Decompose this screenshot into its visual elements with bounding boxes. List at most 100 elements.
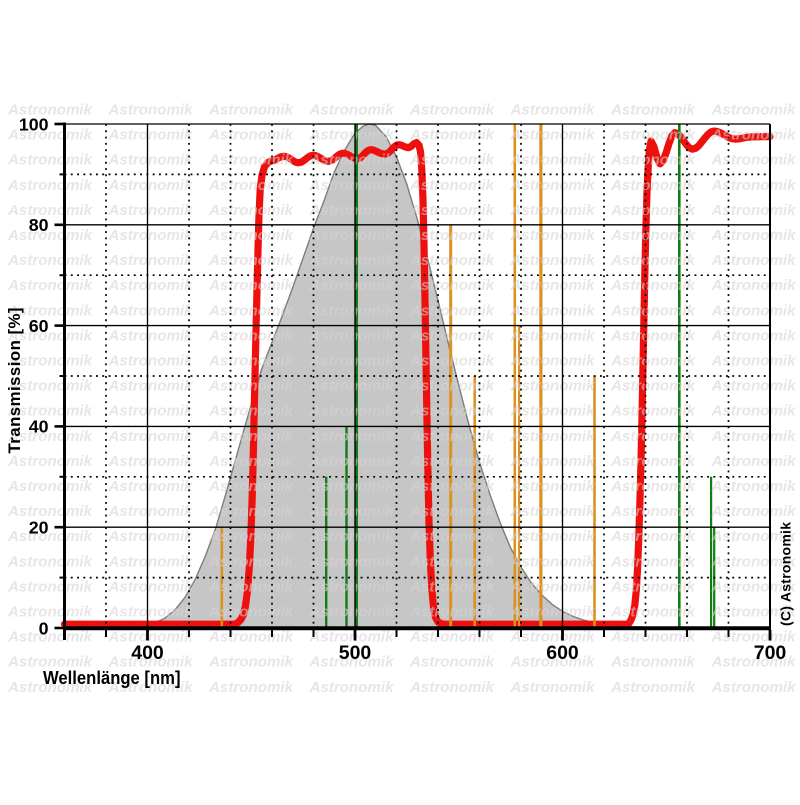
svg-text:Astronomik: Astronomik	[610, 277, 696, 294]
svg-text:Astronomik: Astronomik	[509, 127, 595, 144]
svg-text:Astronomik: Astronomik	[509, 528, 595, 545]
svg-text:Astronomik: Astronomik	[7, 152, 93, 169]
svg-text:Astronomik: Astronomik	[509, 277, 595, 294]
svg-text:Astronomik: Astronomik	[208, 227, 294, 244]
svg-text:Astronomik: Astronomik	[208, 102, 294, 119]
svg-text:Astronomik: Astronomik	[308, 152, 394, 169]
svg-text:Astronomik: Astronomik	[107, 553, 193, 570]
svg-text:Astronomik: Astronomik	[610, 428, 696, 445]
svg-text:600: 600	[546, 642, 579, 664]
svg-text:Astronomik: Astronomik	[308, 327, 394, 344]
svg-text:Astronomik: Astronomik	[308, 478, 394, 495]
svg-text:Astronomik: Astronomik	[308, 277, 394, 294]
svg-text:Astronomik: Astronomik	[409, 127, 495, 144]
svg-text:Astronomik: Astronomik	[710, 102, 796, 119]
svg-text:Astronomik: Astronomik	[308, 604, 394, 621]
svg-text:Astronomik: Astronomik	[7, 102, 93, 119]
svg-text:Astronomik: Astronomik	[610, 302, 696, 319]
svg-text:Astronomik: Astronomik	[208, 353, 294, 370]
svg-text:Astronomik: Astronomik	[610, 353, 696, 370]
svg-text:Astronomik: Astronomik	[409, 478, 495, 495]
svg-text:Astronomik: Astronomik	[107, 503, 193, 520]
svg-text:Astronomik: Astronomik	[107, 127, 193, 144]
svg-text:Astronomik: Astronomik	[208, 553, 294, 570]
svg-text:Astronomik: Astronomik	[107, 302, 193, 319]
svg-text:Astronomik: Astronomik	[710, 152, 796, 169]
svg-text:Astronomik: Astronomik	[7, 428, 93, 445]
svg-text:Astronomik: Astronomik	[208, 252, 294, 269]
svg-text:Astronomik: Astronomik	[7, 528, 93, 545]
svg-text:Astronomik: Astronomik	[509, 629, 595, 646]
svg-text:Astronomik: Astronomik	[610, 403, 696, 420]
svg-text:400: 400	[131, 642, 164, 664]
svg-text:Astronomik: Astronomik	[409, 252, 495, 269]
svg-text:Astronomik: Astronomik	[710, 453, 796, 470]
svg-text:Astronomik: Astronomik	[7, 252, 93, 269]
svg-text:Astronomik: Astronomik	[208, 604, 294, 621]
svg-text:Astronomik: Astronomik	[107, 353, 193, 370]
svg-text:Astronomik: Astronomik	[509, 102, 595, 119]
svg-text:Astronomik: Astronomik	[710, 327, 796, 344]
svg-text:Astronomik: Astronomik	[7, 654, 93, 671]
svg-text:Astronomik: Astronomik	[107, 202, 193, 219]
svg-text:Astronomik: Astronomik	[107, 102, 193, 119]
svg-text:Astronomik: Astronomik	[409, 453, 495, 470]
svg-text:Astronomik: Astronomik	[409, 604, 495, 621]
svg-text:Astronomik: Astronomik	[208, 578, 294, 595]
svg-text:Astronomik: Astronomik	[107, 654, 193, 671]
svg-text:Astronomik: Astronomik	[409, 679, 495, 696]
svg-text:Astronomik: Astronomik	[610, 102, 696, 119]
svg-text:Astronomik: Astronomik	[409, 654, 495, 671]
svg-text:Astronomik: Astronomik	[7, 302, 93, 319]
svg-text:Astronomik: Astronomik	[509, 578, 595, 595]
svg-text:Astronomik: Astronomik	[610, 252, 696, 269]
svg-text:Astronomik: Astronomik	[208, 629, 294, 646]
svg-text:Astronomik: Astronomik	[509, 654, 595, 671]
svg-text:Astronomik: Astronomik	[7, 277, 93, 294]
svg-text:Astronomik: Astronomik	[409, 277, 495, 294]
svg-text:Astronomik: Astronomik	[107, 629, 193, 646]
svg-text:Astronomik: Astronomik	[308, 202, 394, 219]
svg-text:Astronomik: Astronomik	[710, 177, 796, 194]
svg-text:Astronomik: Astronomik	[308, 252, 394, 269]
svg-text:Astronomik: Astronomik	[509, 378, 595, 395]
svg-text:500: 500	[339, 642, 372, 664]
svg-text:Astronomik: Astronomik	[509, 202, 595, 219]
svg-text:Astronomik: Astronomik	[107, 403, 193, 420]
svg-text:Astronomik: Astronomik	[308, 102, 394, 119]
svg-text:Astronomik: Astronomik	[509, 302, 595, 319]
svg-text:Astronomik: Astronomik	[107, 252, 193, 269]
svg-text:Astronomik: Astronomik	[7, 503, 93, 520]
svg-text:Astronomik: Astronomik	[107, 604, 193, 621]
svg-text:Astronomik: Astronomik	[7, 629, 93, 646]
svg-text:Astronomik: Astronomik	[509, 152, 595, 169]
svg-text:Astronomik: Astronomik	[710, 277, 796, 294]
svg-text:Astronomik: Astronomik	[107, 478, 193, 495]
svg-text:Astronomik: Astronomik	[710, 478, 796, 495]
svg-text:Astronomik: Astronomik	[208, 127, 294, 144]
svg-text:Astronomik: Astronomik	[308, 553, 394, 570]
svg-text:Astronomik: Astronomik	[7, 127, 93, 144]
svg-text:Astronomik: Astronomik	[409, 102, 495, 119]
svg-text:Astronomik: Astronomik	[308, 127, 394, 144]
svg-text:Astronomik: Astronomik	[409, 428, 495, 445]
svg-text:Astronomik: Astronomik	[610, 604, 696, 621]
svg-text:Astronomik: Astronomik	[308, 578, 394, 595]
svg-text:Astronomik: Astronomik	[7, 604, 93, 621]
svg-text:Astronomik: Astronomik	[710, 353, 796, 370]
svg-text:700: 700	[754, 642, 787, 664]
svg-text:Astronomik: Astronomik	[409, 227, 495, 244]
svg-text:Astronomik: Astronomik	[409, 327, 495, 344]
svg-text:Astronomik: Astronomik	[308, 503, 394, 520]
svg-text:Wellenlänge [nm]: Wellenlänge [nm]	[43, 667, 181, 688]
svg-text:Astronomik: Astronomik	[610, 629, 696, 646]
svg-text:Astronomik: Astronomik	[610, 327, 696, 344]
svg-text:Astronomik: Astronomik	[509, 227, 595, 244]
svg-text:Astronomik: Astronomik	[308, 378, 394, 395]
svg-text:Astronomik: Astronomik	[509, 252, 595, 269]
svg-text:Astronomik: Astronomik	[610, 177, 696, 194]
svg-text:Astronomik: Astronomik	[7, 403, 93, 420]
svg-text:Astronomik: Astronomik	[7, 327, 93, 344]
svg-text:Astronomik: Astronomik	[409, 403, 495, 420]
svg-text:Transmission [%]: Transmission [%]	[5, 308, 24, 454]
